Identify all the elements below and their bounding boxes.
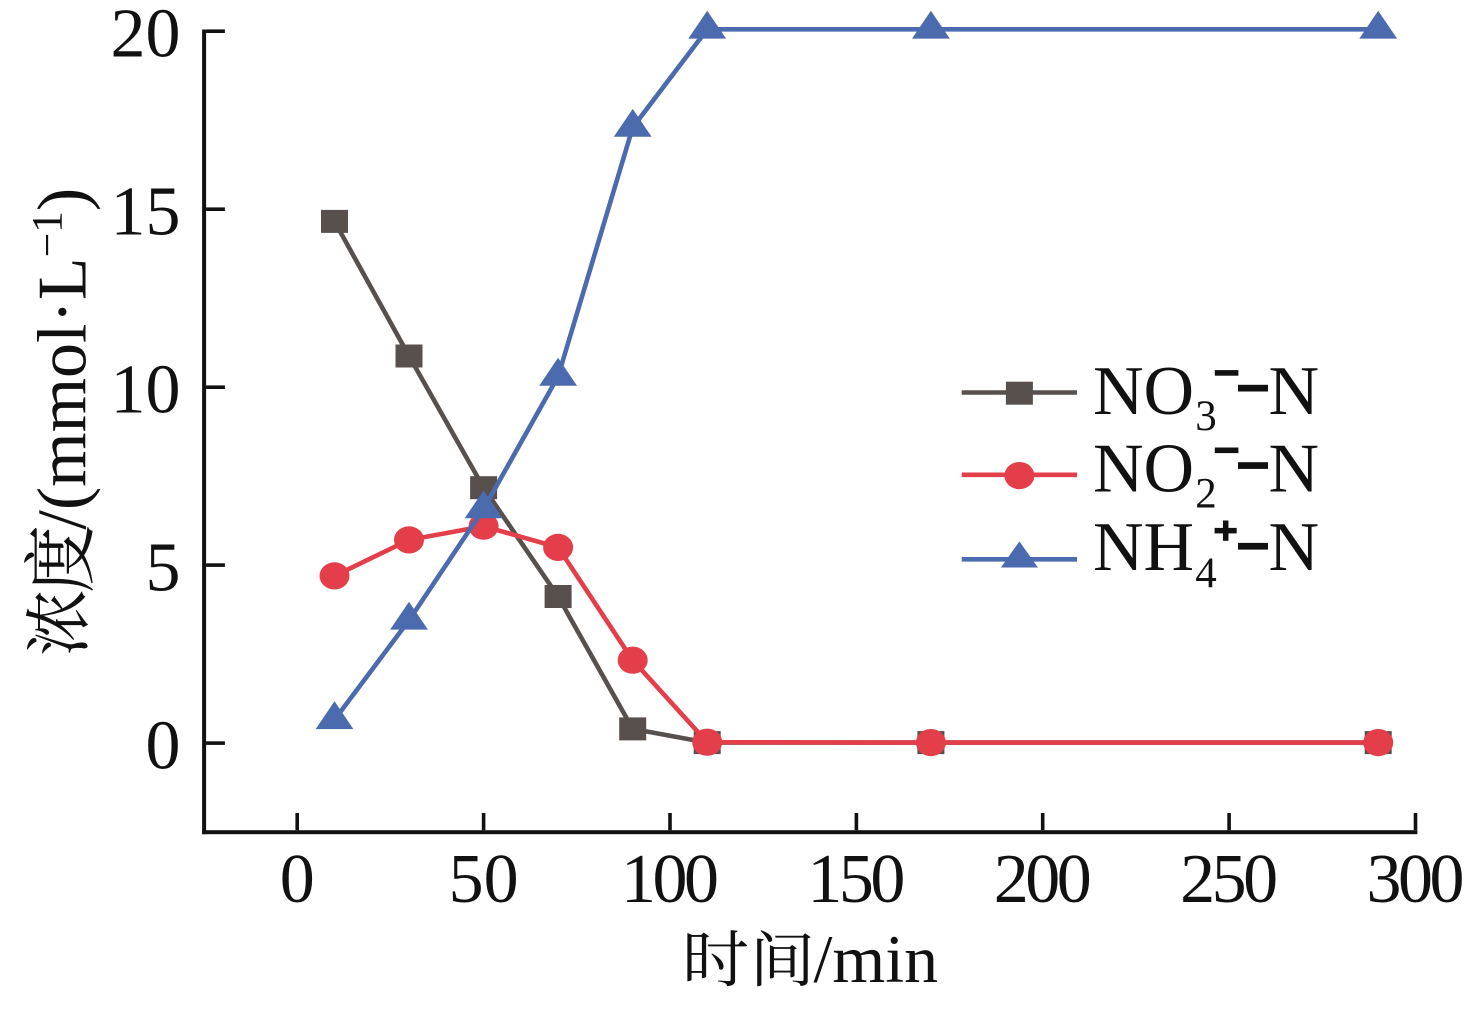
- svg-text:15: 15: [111, 174, 181, 251]
- svg-text:200: 200: [994, 841, 1092, 918]
- svg-text:3: 3: [1195, 393, 1217, 440]
- svg-text:250: 250: [1180, 841, 1278, 918]
- svg-text:4: 4: [1195, 550, 1217, 597]
- svg-text:20: 20: [111, 0, 181, 73]
- svg-text:100: 100: [621, 841, 719, 918]
- svg-text:NH: NH: [1093, 509, 1194, 586]
- svg-text:NO: NO: [1093, 431, 1194, 508]
- svg-text:N: N: [1269, 353, 1320, 430]
- svg-text:0: 0: [280, 841, 315, 918]
- svg-text:10: 10: [111, 352, 181, 429]
- svg-text:300: 300: [1367, 841, 1465, 918]
- svg-text:2: 2: [1195, 471, 1217, 518]
- svg-text:/min: /min: [814, 921, 939, 997]
- svg-text:N: N: [1269, 431, 1320, 508]
- svg-text:50: 50: [449, 841, 519, 918]
- svg-text:150: 150: [807, 841, 905, 918]
- svg-text:0: 0: [146, 708, 181, 785]
- svg-text:N: N: [1269, 509, 1320, 586]
- svg-text:5: 5: [146, 530, 181, 607]
- svg-text:NO: NO: [1093, 353, 1194, 430]
